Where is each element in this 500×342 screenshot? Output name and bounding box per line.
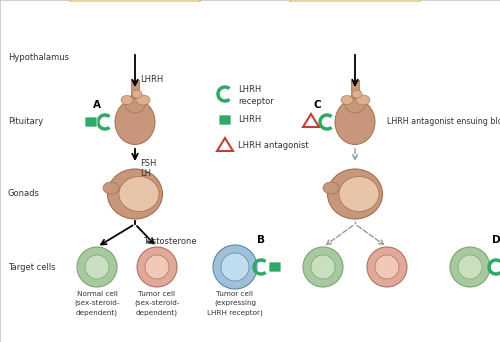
Text: (expressing: (expressing (214, 300, 256, 306)
Bar (288, 2, 422, 64)
Ellipse shape (103, 182, 119, 194)
Text: B: B (257, 235, 265, 245)
Text: LHRH: LHRH (238, 116, 261, 124)
Ellipse shape (108, 169, 162, 219)
Text: Hypothalamus: Hypothalamus (8, 53, 69, 62)
Text: dependent): dependent) (76, 309, 118, 316)
Circle shape (450, 247, 490, 287)
Text: (sex-steroid-: (sex-steroid- (134, 300, 180, 306)
Ellipse shape (339, 176, 379, 211)
Circle shape (221, 253, 249, 281)
Circle shape (77, 247, 117, 287)
Ellipse shape (136, 95, 150, 105)
Text: Tumor cell: Tumor cell (216, 291, 254, 297)
Text: dependent): dependent) (136, 309, 178, 316)
Text: LHRH: LHRH (140, 75, 163, 83)
Text: FSH: FSH (140, 158, 156, 168)
Circle shape (367, 247, 407, 287)
Ellipse shape (70, 0, 200, 62)
Text: D: D (492, 235, 500, 245)
FancyBboxPatch shape (85, 117, 97, 127)
Ellipse shape (290, 0, 420, 62)
Bar (68, 2, 202, 64)
Text: Normal cell: Normal cell (76, 291, 118, 297)
Ellipse shape (335, 100, 375, 145)
Text: Testosterone: Testosterone (143, 237, 197, 247)
Bar (131, 80, 139, 98)
Ellipse shape (132, 90, 142, 98)
Ellipse shape (341, 95, 353, 105)
Text: LHRH antagonist: LHRH antagonist (238, 142, 308, 150)
Text: LHRH: LHRH (238, 86, 261, 94)
Ellipse shape (115, 100, 155, 145)
Circle shape (137, 247, 177, 287)
Text: C: C (313, 100, 320, 110)
Text: Target cells: Target cells (8, 263, 56, 272)
Ellipse shape (345, 95, 365, 113)
Text: LH: LH (140, 170, 151, 179)
Circle shape (311, 255, 335, 279)
Text: LHRH antagonist ensuing block: LHRH antagonist ensuing block (387, 118, 500, 127)
Text: Tumor cell: Tumor cell (138, 291, 175, 297)
Text: Gonads: Gonads (8, 189, 40, 198)
Ellipse shape (323, 182, 339, 194)
Circle shape (375, 255, 399, 279)
Circle shape (458, 255, 482, 279)
Text: receptor: receptor (238, 96, 274, 105)
Text: LHRH receptor): LHRH receptor) (207, 309, 263, 316)
Text: (sex-steroid-: (sex-steroid- (74, 300, 120, 306)
Ellipse shape (121, 95, 133, 105)
Bar (351, 80, 359, 98)
FancyBboxPatch shape (219, 115, 231, 125)
Circle shape (85, 255, 109, 279)
FancyBboxPatch shape (269, 262, 281, 272)
Circle shape (145, 255, 169, 279)
Circle shape (213, 245, 257, 289)
Ellipse shape (352, 90, 362, 98)
Ellipse shape (125, 95, 145, 113)
Ellipse shape (328, 169, 382, 219)
Ellipse shape (356, 95, 370, 105)
Text: Pituitary: Pituitary (8, 118, 44, 127)
Text: A: A (93, 100, 101, 110)
Ellipse shape (119, 176, 159, 211)
Circle shape (303, 247, 343, 287)
